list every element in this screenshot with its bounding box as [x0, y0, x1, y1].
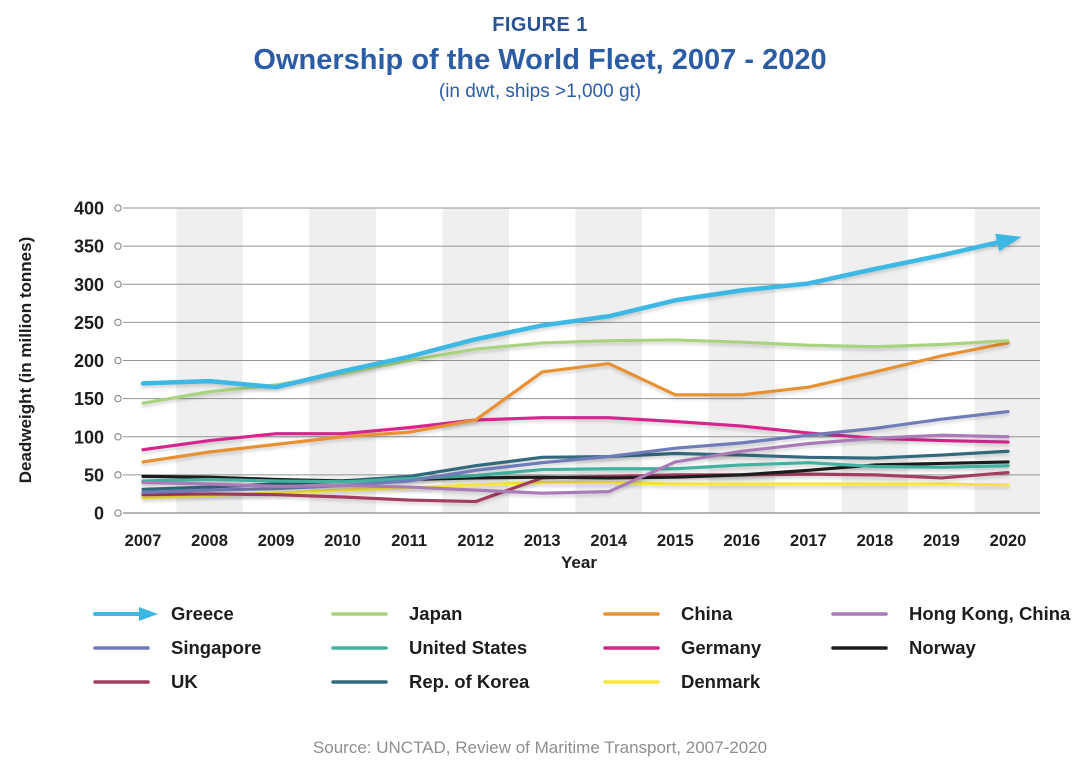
- series-line-germany: [141, 416, 1010, 452]
- series-line-denmark: [141, 480, 1010, 500]
- legend-item-hong-kong-china: Hong Kong, China: [830, 603, 1080, 625]
- legend-item-singapore: Singapore: [92, 637, 330, 659]
- legend-label: Norway: [909, 637, 976, 658]
- x-tick-label: 2016: [723, 532, 760, 550]
- figure-title: Ownership of the World Fleet, 2007 - 202…: [253, 44, 827, 76]
- legend-line-swatch: [603, 612, 660, 616]
- x-tick-label: 2019: [923, 532, 960, 550]
- legend-line-swatch: [831, 612, 888, 616]
- x-tick-label: 2009: [258, 532, 295, 550]
- legend-item-norway: Norway: [830, 637, 1080, 659]
- series-line-rep-of-korea: [141, 449, 1010, 491]
- x-axis-label: Year: [561, 553, 597, 572]
- legend-item-united-states: United States: [330, 637, 602, 659]
- figure-label: FIGURE 1: [492, 14, 588, 36]
- legend-label: China: [681, 603, 733, 624]
- legend-item-germany: Germany: [602, 637, 830, 659]
- gridline-end-dot: [114, 356, 122, 365]
- legend-item-rep-of-korea: Rep. of Korea: [330, 671, 602, 693]
- gridline-end-dot: [114, 242, 122, 250]
- gridline-end-dot: [114, 280, 122, 289]
- gridline-end-dot: [114, 318, 122, 327]
- legend-label: Denmark: [681, 671, 761, 692]
- x-tick-label: 2018: [857, 532, 894, 550]
- legend-label: Greece: [171, 603, 234, 624]
- legend-arrow-swatch: [93, 607, 158, 621]
- legend-label: Rep. of Korea: [409, 671, 530, 692]
- x-tick-label: 2015: [657, 532, 694, 550]
- x-tick-label: 2017: [790, 532, 827, 550]
- chart-header: FIGURE 1 Ownership of the World Fleet, 2…: [0, 14, 1080, 103]
- legend-item-japan: Japan: [330, 603, 602, 625]
- y-tick-label: 50: [84, 465, 104, 485]
- legend-label: UK: [171, 671, 198, 692]
- y-tick-label: 200: [74, 351, 104, 371]
- legend-item-uk: UK: [92, 671, 330, 693]
- legend-label: Singapore: [171, 637, 262, 658]
- x-tick-label: 2011: [391, 532, 427, 550]
- legend-line-swatch: [331, 646, 388, 650]
- gridline-end-dot: [114, 509, 122, 517]
- y-tick-label: 150: [74, 389, 104, 409]
- legend-line-swatch: [331, 680, 388, 684]
- y-tick-label: 250: [74, 313, 104, 333]
- gridline-end-dot: [114, 204, 122, 212]
- legend-item-china: China: [602, 603, 830, 625]
- x-tick-label: 2014: [590, 532, 628, 550]
- legend-line-swatch: [331, 612, 388, 616]
- legend-label: Germany: [681, 637, 762, 658]
- y-tick-label: 0: [94, 504, 104, 524]
- legend-line-swatch: [93, 646, 150, 650]
- legend-label: United States: [409, 637, 528, 658]
- figure-subtitle: (in dwt, ships >1,000 gt): [438, 81, 642, 102]
- x-tick-label: 2020: [990, 532, 1027, 550]
- legend-item-denmark: Denmark: [602, 671, 830, 693]
- source-note: Source: UNCTAD, Review of Maritime Trans…: [312, 738, 768, 757]
- legend-label: Japan: [409, 603, 463, 624]
- x-tick-label: 2012: [457, 532, 494, 550]
- legend-item-greece: Greece: [92, 603, 330, 625]
- y-tick-label: 400: [74, 199, 104, 219]
- y-tick-label: 100: [74, 427, 104, 447]
- legend-line-swatch: [831, 646, 888, 650]
- legend-label: Hong Kong, China: [909, 603, 1071, 624]
- legend-line-swatch: [603, 646, 660, 650]
- chart-legend: Greece Japan China Hong Kong, China Singapor…: [92, 603, 1080, 693]
- y-tick-label: 350: [74, 237, 104, 257]
- x-tick-label: 2008: [191, 532, 228, 550]
- series-line-greece: [140, 233, 1022, 390]
- series-line-singapore: [141, 409, 1010, 495]
- series-line-china: [141, 341, 1010, 464]
- y-tick-label: 300: [74, 275, 104, 295]
- x-tick-label: 2007: [125, 532, 162, 550]
- series-line-hong-kong-china: [141, 433, 1010, 495]
- gridline-end-dot: [114, 471, 122, 479]
- x-tick-label: 2010: [324, 532, 361, 550]
- series-line-united-states: [141, 461, 1010, 484]
- legend-line-swatch: [603, 680, 660, 684]
- x-tick-label: 2013: [524, 532, 561, 550]
- fleet-ownership-line-chart: 0 50 100 150 200 250 300 350 400 2007 2008 2009 2010…: [74, 199, 1040, 550]
- legend-line-swatch: [93, 680, 150, 684]
- gridline-end-dot: [114, 432, 122, 441]
- gridline-end-dot: [114, 394, 122, 403]
